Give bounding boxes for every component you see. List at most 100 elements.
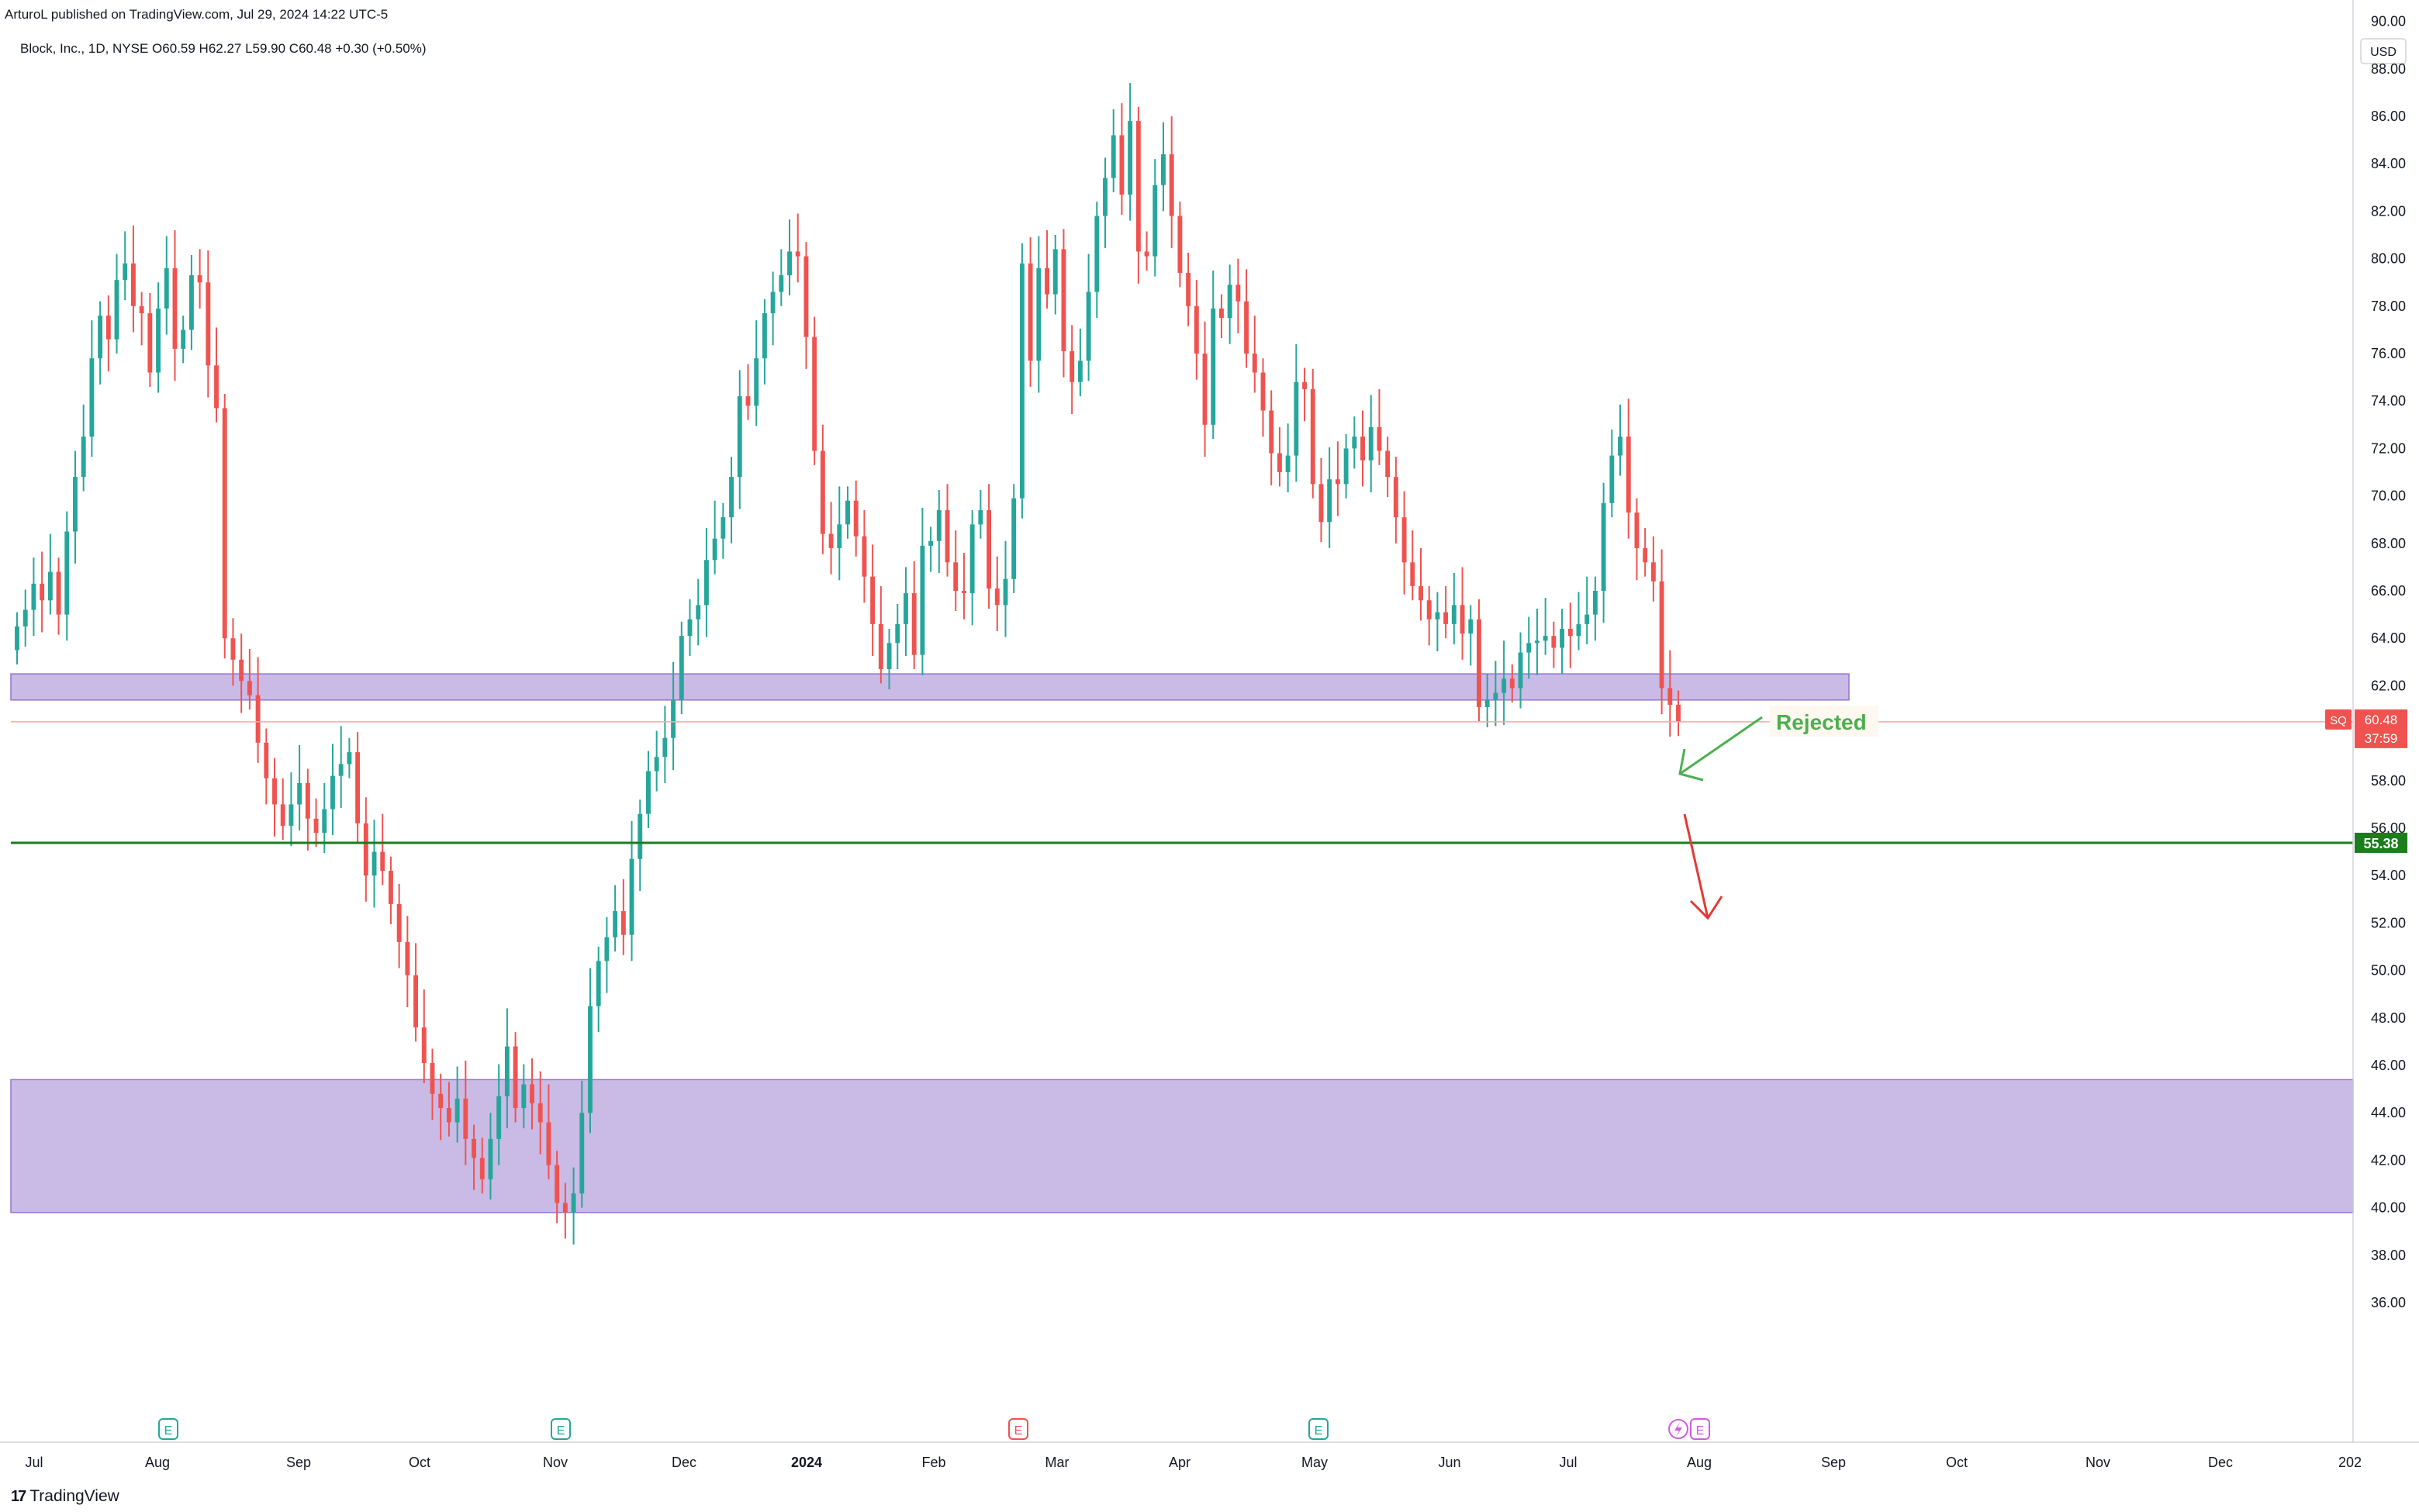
candle-body [1534, 640, 1540, 644]
candle [1360, 410, 1365, 487]
candle-body [1626, 437, 1631, 513]
candle-body [828, 533, 834, 548]
candle [488, 1113, 493, 1200]
candle-body [1252, 354, 1257, 373]
earnings-marker-label: E [1696, 1424, 1705, 1438]
y-tick-label: 40.00 [2371, 1200, 2406, 1216]
x-tick-label: Aug [1687, 1455, 1712, 1470]
candle-body [272, 778, 277, 805]
candle [936, 489, 942, 574]
candle [795, 213, 800, 283]
candle-body [305, 782, 310, 819]
last-price-label: 60.48 [2365, 713, 2398, 727]
candle [1368, 395, 1374, 493]
candle-body [1335, 479, 1340, 485]
y-tick-label: 88.00 [2371, 61, 2406, 77]
candle-body [1601, 502, 1606, 591]
candle [1045, 230, 1049, 309]
candle-body [1435, 612, 1440, 620]
candle-body [98, 316, 103, 359]
candle [1169, 116, 1174, 248]
candle-body [1111, 135, 1116, 178]
x-tick-label: Dec [2208, 1455, 2233, 1470]
candle [1335, 441, 1340, 516]
candle-body [40, 583, 45, 601]
candle [620, 879, 626, 955]
tradingview-logo-text: TradingView [29, 1487, 119, 1505]
tradingview-logo[interactable]: 17 TradingView [11, 1487, 119, 1506]
candle-body [662, 737, 668, 758]
candle-body [239, 659, 244, 682]
candle-body [446, 1108, 451, 1123]
candle-body [895, 623, 900, 644]
candle [521, 1064, 527, 1129]
candle-body [230, 638, 236, 660]
y-tick-label: 74.00 [2371, 393, 2406, 409]
candle-body [1410, 562, 1415, 586]
candle-body [247, 681, 252, 696]
candle-body [430, 1062, 435, 1094]
candle-body [1277, 453, 1282, 472]
candle [1650, 536, 1656, 602]
candle-body [1177, 216, 1183, 273]
candle-body [945, 509, 950, 563]
candle [347, 737, 352, 778]
candle [1277, 426, 1282, 487]
candle-body [1202, 354, 1208, 425]
earnings-marker: E [1690, 1418, 1710, 1440]
candle-body [703, 560, 709, 606]
candle-body [89, 358, 95, 437]
candle [222, 394, 227, 659]
zone-0 [10, 673, 1850, 701]
candle-body [696, 605, 701, 620]
candle-body [1443, 612, 1449, 624]
candle-body [255, 695, 261, 743]
candle [172, 230, 178, 381]
candle [1111, 109, 1116, 192]
candles-layer [15, 83, 1681, 1245]
candle [89, 320, 95, 457]
candle-body [1468, 619, 1474, 634]
candle [579, 1080, 585, 1208]
candle [1019, 243, 1025, 519]
candle [1584, 576, 1590, 644]
candle-body [837, 524, 842, 548]
candle [1310, 368, 1315, 499]
candle [1451, 573, 1457, 644]
candle [604, 917, 610, 993]
candle-body [172, 268, 178, 349]
candle-body [1310, 388, 1315, 485]
earnings-marker-box [158, 1418, 178, 1440]
candle-body [114, 280, 119, 340]
candle [264, 728, 269, 805]
support-price-tag [2355, 832, 2407, 853]
candle [164, 236, 169, 335]
earnings-marker-label: E [1315, 1424, 1323, 1438]
candle [31, 558, 36, 637]
candle [130, 225, 136, 333]
candle-body [1643, 547, 1648, 563]
candle-body [1019, 263, 1025, 499]
y-tick-label: 42.00 [2371, 1152, 2406, 1168]
support-price-label: 55.38 [2363, 836, 2398, 851]
candle [438, 1073, 444, 1141]
candle [313, 798, 319, 847]
candle [928, 526, 934, 572]
zones-layer [10, 673, 2354, 1213]
candle-body [1260, 372, 1266, 411]
candle [355, 732, 361, 844]
candle [1094, 202, 1100, 319]
candle-body [920, 545, 925, 655]
candle [1070, 325, 1075, 415]
candle-body [1211, 308, 1216, 425]
candle-body [1052, 249, 1058, 295]
candle [745, 364, 751, 420]
candle [1560, 608, 1565, 675]
candle [73, 450, 78, 564]
candle [828, 502, 834, 575]
candle [1435, 592, 1440, 652]
candle-body [1576, 623, 1581, 637]
candle-body [1667, 688, 1673, 705]
candle-body [1543, 636, 1548, 641]
